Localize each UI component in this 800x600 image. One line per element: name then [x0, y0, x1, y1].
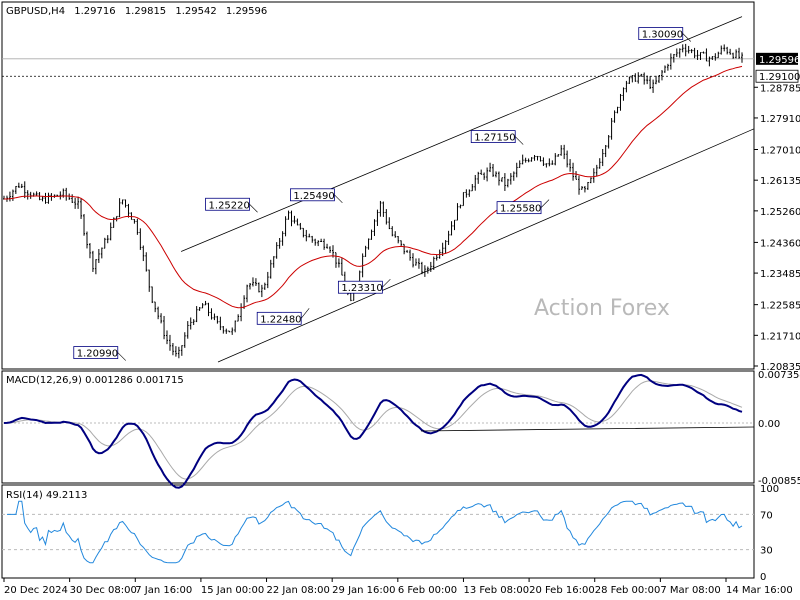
macd-axis: 0.007354 0.00 -0.008558: [758, 370, 800, 487]
time-tick-label: 28 Feb 00:00: [595, 585, 661, 596]
rsi-tick-label: 100: [760, 484, 779, 495]
price-tick-label: 1.20835: [760, 362, 800, 373]
annotation-pointer: [334, 194, 343, 204]
macd-panel: [1, 370, 755, 484]
price-panel: [1, 1, 755, 370]
annotation-1.25220: 1.25220: [205, 197, 258, 213]
current-price-label: 1.29596: [759, 55, 800, 66]
annotation-label: 1.25220: [209, 200, 250, 211]
rsi-line: [2, 500, 754, 564]
annotation-1.22480: 1.22480: [256, 308, 310, 325]
time-tick-label: 20 Feb 16:00: [529, 585, 595, 596]
annotation-pointer: [300, 308, 310, 319]
time-tick-label: 7 Jan 16:00: [135, 585, 192, 596]
macd-tick-label: 0.007354: [758, 370, 800, 381]
low-value: 1.29542: [175, 6, 216, 17]
annotation-label: 1.25490: [293, 191, 334, 202]
price-tick-label: 1.21710: [760, 331, 800, 342]
price-axis: 1.28785 1.27910 1.27010 1.26135 1.25260 1.243…: [754, 52, 800, 373]
time-tick-label: 30 Dec 08:00: [70, 585, 137, 596]
current-price-box: [756, 52, 798, 65]
rsi-label: RSI(14) 49.2113: [6, 490, 87, 501]
annotation-1.20990: 1.20990: [73, 346, 126, 361]
symbol-label: GBPUSD,H4: [6, 6, 65, 17]
annotation-pointer: [117, 352, 126, 361]
time-tick-label: 14 Mar 16:00: [726, 585, 793, 596]
channel-upper-line: [180, 16, 743, 252]
annotation-label: 1.30090: [642, 30, 683, 41]
macd-tick-label: 0.00: [758, 419, 780, 430]
annotation-label: 1.22480: [260, 314, 301, 325]
annotation-label: 1.23310: [341, 283, 382, 294]
price-tick-label: 1.23485: [760, 269, 800, 280]
macd-trend-line: [420, 426, 755, 432]
annotation-pointer: [249, 204, 258, 213]
price-tick-label: 1.28785: [760, 83, 800, 94]
time-tick-label: 20 Dec 2024: [4, 585, 68, 596]
annotation-label: 1.27150: [474, 133, 515, 144]
price-tick-label: 1.22585: [760, 301, 800, 312]
price-tick-label: 1.27910: [760, 114, 800, 125]
annotation-label: 1.20990: [77, 349, 118, 360]
price-tick-label: 1.26135: [760, 176, 800, 187]
channel-lower-line: [217, 128, 755, 363]
macd-label: MACD(12,26,9) 0.001286 0.001715: [6, 375, 184, 386]
time-tick-label: 22 Jan 08:00: [267, 585, 330, 596]
reference-level-label: 1.29100: [759, 72, 800, 83]
macd-lines: [2, 373, 755, 489]
reference-level-box: [755, 69, 799, 83]
price-tick-label: 1.25260: [760, 207, 800, 218]
annotation-1.25490: 1.25490: [290, 188, 343, 204]
annotation-1.23310: 1.23310: [337, 279, 391, 294]
open-value: 1.29716: [74, 6, 115, 17]
trend-channel: [180, 16, 755, 363]
price-annotations: 1.20990 1.25220 1.25490 1.22480 1.23310 1.271…: [73, 27, 691, 361]
rsi-tick-label: 70: [760, 510, 773, 521]
close-value: 1.29596: [226, 6, 267, 17]
time-tick-label: 7 Mar 08:00: [660, 585, 720, 596]
high-value: 1.29815: [125, 6, 166, 17]
annotation-1.30090: 1.30090: [638, 27, 691, 42]
time-tick-label: 6 Feb 00:00: [398, 585, 457, 596]
annotation-pointer: [382, 279, 391, 288]
rsi-axis: 100 70 30 0: [760, 484, 779, 583]
annotation-1.25580: 1.25580: [496, 199, 550, 215]
time-axis: 20 Dec 2024 30 Dec 08:007 Jan 16:00 15 Jan…: [3, 578, 793, 596]
time-tick-label: 15 Jan 00:00: [201, 585, 264, 596]
rsi-panel: [1, 484, 755, 579]
time-tick-label: 13 Feb 08:00: [463, 585, 529, 596]
chart-header: GBPUSD,H4 1.29716 1.29815 1.29542 1.2959…: [6, 6, 267, 17]
annotation-1.27150: 1.27150: [470, 130, 524, 145]
annotation-pointer: [682, 33, 691, 42]
price-tick-label: 1.27010: [760, 146, 800, 157]
annotation-pointer: [515, 136, 524, 145]
rsi-tick-label: 30: [760, 546, 773, 557]
macd-signal-line: [4, 380, 743, 480]
watermark: Action Forex: [534, 296, 670, 321]
price-tick-label: 1.24360: [760, 238, 800, 249]
time-tick-label: 29 Jan 16:00: [332, 585, 395, 596]
price-candles: [3, 43, 743, 359]
annotation-pointer: [540, 199, 550, 208]
annotation-label: 1.25580: [500, 204, 541, 215]
macd-main-line: [3, 373, 743, 489]
moving-average: [4, 65, 743, 309]
rsi-tick-label: 0: [760, 572, 766, 583]
macd-tick-label: -0.008558: [758, 476, 800, 487]
rsi-line: [7, 500, 743, 564]
ma-line: [4, 65, 743, 309]
